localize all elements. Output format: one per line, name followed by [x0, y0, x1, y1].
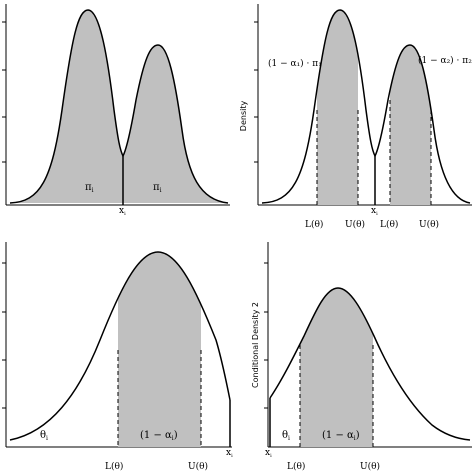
panel-top-right: Density (1 − α₁) · π₁ (1 − α₂) · π₂ xi L… — [239, 4, 472, 230]
density-curve — [9, 251, 231, 441]
interval-bounds — [299, 345, 374, 447]
density-curve — [269, 287, 471, 441]
shade-label: (1 − αi) — [140, 430, 178, 442]
annot-right: (1 − α₂) · π₂ — [418, 55, 472, 66]
tick-label-2: U(θ) — [360, 461, 380, 472]
density-curve — [9, 9, 229, 204]
shaded-interval — [300, 288, 373, 447]
interval-bounds — [316, 100, 432, 205]
tick-label-1: L(θ) — [105, 461, 123, 472]
tick-label-2: U(θ) — [345, 219, 365, 230]
y-axis-label: Conditional Density 2 — [251, 302, 260, 388]
x-label: xi — [371, 206, 378, 217]
y-ticks — [264, 262, 268, 409]
theta-label: θi — [40, 430, 48, 442]
y-ticks — [2, 262, 6, 409]
y-ticks — [254, 21, 258, 163]
pi-right-label: πi — [153, 182, 162, 194]
tick-label-3: L(θ) — [380, 219, 398, 230]
x-label: xi — [226, 448, 233, 459]
shaded-interval-2 — [390, 45, 431, 205]
pi-left-label: πi — [85, 182, 94, 194]
tick-label-1: L(θ) — [287, 461, 305, 472]
shade-label: (1 − αi) — [322, 430, 360, 442]
x-label: xi — [265, 448, 272, 459]
shaded-interval-1 — [317, 10, 358, 205]
tick-label-4: U(θ) — [419, 219, 439, 230]
x-label: xi — [119, 206, 126, 217]
panel-top-left: πi πi xi — [2, 4, 230, 217]
density-curve — [261, 9, 471, 204]
tick-label-2: U(θ) — [188, 461, 208, 472]
annot-left: (1 − α₁) · π₁ — [268, 58, 322, 69]
interval-bounds — [117, 350, 202, 447]
shaded-area — [10, 10, 228, 203]
y-axis-label: Density — [239, 101, 248, 132]
panel-bottom-left: θi (1 − αi) xi L(θ) U(θ) — [2, 242, 233, 472]
y-ticks — [2, 21, 6, 163]
panel-bottom-right: Conditional Density 2 θi (1 − αi) xi L(θ… — [251, 242, 472, 472]
theta-label: θi — [282, 430, 290, 442]
tick-label-1: L(θ) — [305, 219, 323, 230]
shaded-interval — [118, 252, 201, 447]
